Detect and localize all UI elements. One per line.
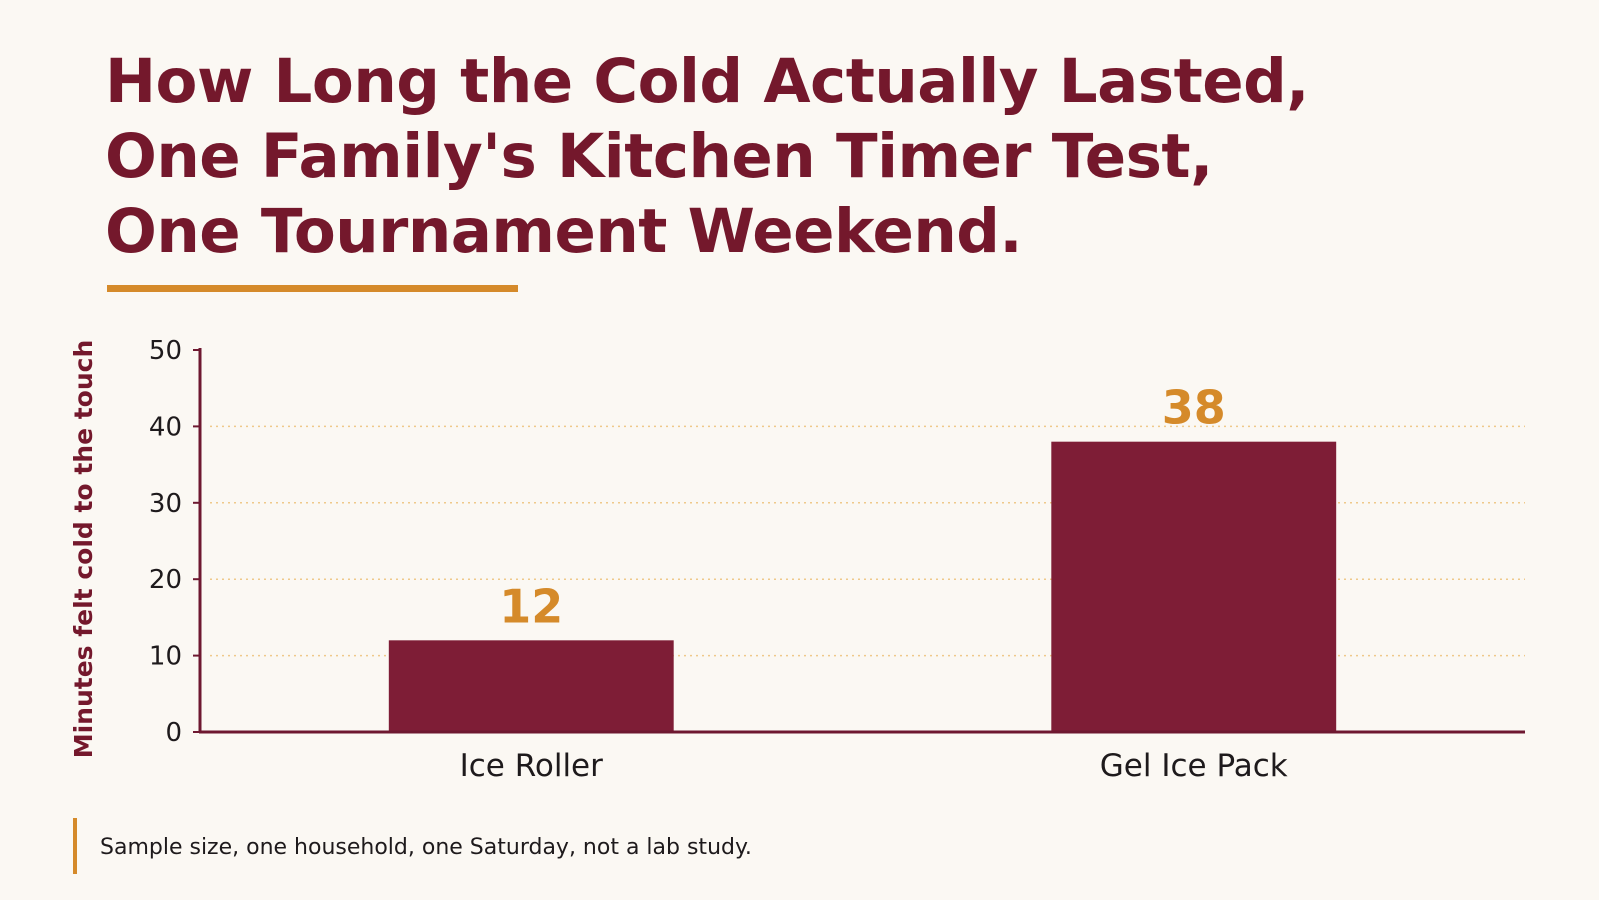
bar — [1051, 441, 1337, 732]
labels: 0 10 20 30 40 50 12 Ice Roller 38 Gel Ice Pack Min… — [69, 336, 1288, 784]
bar-value-label: 12 — [499, 579, 563, 633]
x-category-label: Ice Roller — [460, 748, 604, 784]
x-category-label: Gel Ice Pack — [1100, 748, 1288, 784]
chart-title-line-2: One Family's Kitchen Timer Test, — [105, 121, 1213, 192]
y-tick-label: 10 — [149, 642, 182, 672]
bars — [388, 441, 1337, 732]
y-tick-label: 20 — [149, 565, 182, 595]
bar — [388, 640, 674, 732]
footnote-accent-bar — [73, 818, 77, 874]
axes — [193, 348, 1525, 734]
chart-title: How Long the Cold Actually Lasted, One F… — [105, 44, 1405, 269]
bar-value-label: 38 — [1162, 381, 1226, 435]
footnote: Sample size, one household, one Saturday… — [100, 835, 752, 860]
y-axis-title: Minutes felt cold to the touch — [69, 340, 98, 759]
chart-title-line-1: How Long the Cold Actually Lasted, — [105, 46, 1309, 117]
y-tick-label: 40 — [149, 412, 182, 442]
chart-title-line-3: One Tournament Weekend. — [105, 196, 1023, 267]
y-tick-label: 30 — [149, 489, 182, 519]
title-underline — [107, 285, 518, 292]
y-tick-label: 50 — [149, 336, 182, 366]
y-tick-label: 0 — [165, 718, 182, 748]
